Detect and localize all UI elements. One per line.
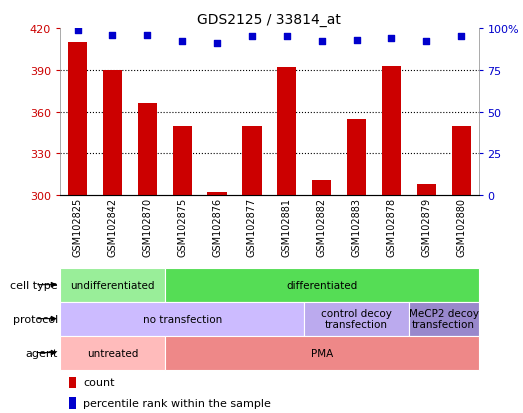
Text: PMA: PMA [311,348,333,358]
Bar [69,397,76,409]
Bar [347,119,366,196]
Bar [304,302,409,336]
Bar [60,268,165,302]
Text: untreated: untreated [87,348,138,358]
Text: control decoy
transfection: control decoy transfection [321,308,392,330]
Text: percentile rank within the sample: percentile rank within the sample [83,398,271,408]
Point [282,34,291,40]
Bar [69,377,76,388]
Point [143,32,152,39]
Bar [208,193,226,196]
Bar [173,126,192,196]
Point [353,37,361,44]
Point [457,34,465,40]
Point [248,34,256,40]
Text: undifferentiated: undifferentiated [70,280,155,290]
Bar [417,185,436,196]
Text: agent: agent [26,348,58,358]
Bar [138,104,157,196]
Bar [60,336,165,370]
Point [213,40,221,47]
Bar [103,71,122,196]
Point [178,39,186,45]
Bar [165,268,479,302]
Title: GDS2125 / 33814_at: GDS2125 / 33814_at [197,12,342,26]
Bar [409,302,479,336]
Point [108,32,117,39]
Bar [451,126,471,196]
Bar [68,43,87,196]
Text: protocol: protocol [13,314,58,324]
Bar [60,302,304,336]
Bar [165,336,479,370]
Text: differentiated: differentiated [286,280,357,290]
Point [73,27,82,34]
Point [422,39,430,45]
Bar [382,66,401,196]
Point [387,36,395,42]
Text: MeCP2 decoy
transfection: MeCP2 decoy transfection [408,308,479,330]
Point [317,39,326,45]
Text: cell type: cell type [10,280,58,290]
Bar [312,180,331,196]
Bar [277,68,297,196]
Text: no transfection: no transfection [143,314,222,324]
Bar [242,126,262,196]
Text: count: count [83,377,115,387]
